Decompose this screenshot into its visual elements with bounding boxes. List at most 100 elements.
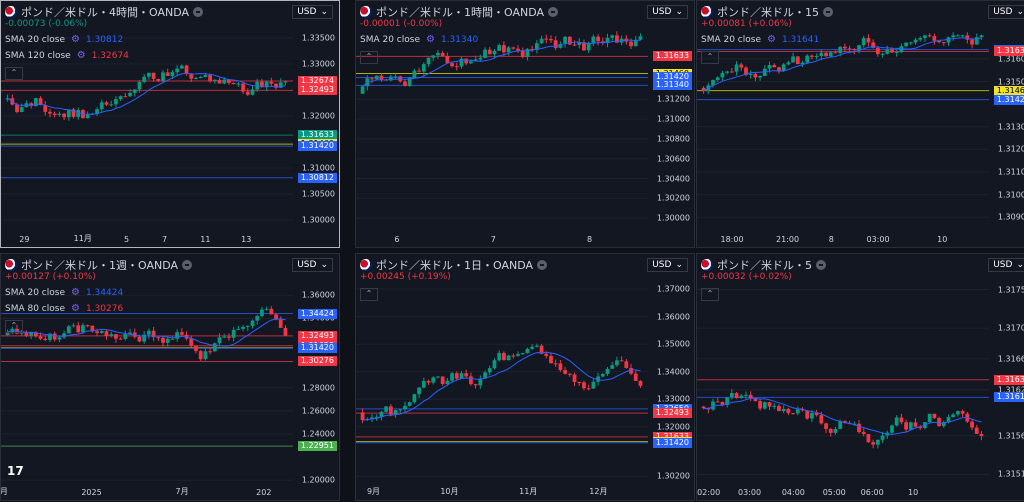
currency-dropdown[interactable]: USD ⌄ <box>647 258 688 272</box>
symbol-title[interactable]: ポンド／米ドル・1日・OANDA <box>376 259 534 272</box>
price-tag[interactable]: 1.31633 <box>993 374 1024 385</box>
chart-panel[interactable]: ポンド／米ドル・1日・OANDA +0.00245 (+0.19%) ⌃ USD ⌄ 1.… <box>355 253 695 501</box>
candle-body <box>426 57 431 65</box>
candle-body <box>170 338 175 340</box>
price-plot[interactable] <box>697 254 1024 501</box>
currency-dropdown[interactable]: USD ⌄ <box>292 5 333 19</box>
y-tick-label: 1.31510 <box>997 469 1024 479</box>
currency-label: USD <box>993 260 1013 270</box>
collapse-legend-button[interactable]: ⌃ <box>701 288 719 301</box>
collapse-legend-button[interactable]: ⌃ <box>5 67 23 80</box>
currency-dropdown[interactable]: USD ⌄ <box>647 5 688 19</box>
chart-header[interactable]: ポンド／米ドル・4時間・OANDA <box>5 4 204 20</box>
x-tick-label: 11月 <box>519 487 538 496</box>
candle-body <box>492 50 497 55</box>
candle-body <box>492 360 497 369</box>
visibility-icon[interactable] <box>182 260 193 270</box>
candle-body <box>549 39 553 41</box>
price-plot[interactable] <box>697 1 1024 248</box>
candle-body <box>970 421 974 428</box>
price-plot[interactable] <box>1 254 340 501</box>
chart-panel[interactable]: ポンド／米ドル・1週・OANDA +0.00127 (+0.10%) SMA 20 … <box>0 253 340 501</box>
settings-gear-icon[interactable]: ⚙ <box>767 34 776 45</box>
indicator-legend[interactable]: SMA 120 close ⚙ 1.32674 <box>5 50 129 61</box>
currency-label: USD <box>993 7 1013 17</box>
price-plot[interactable] <box>356 254 695 501</box>
chart-header[interactable]: ポンド／米ドル・1時間・OANDA <box>360 4 559 20</box>
visibility-icon[interactable] <box>548 7 559 17</box>
price-tag[interactable]: 1.30276 <box>297 356 337 367</box>
candle-body <box>260 81 264 88</box>
price-tag[interactable]: 1.31460 <box>993 85 1024 96</box>
settings-gear-icon[interactable]: ⚙ <box>71 303 80 314</box>
currency-dropdown[interactable]: USD ⌄ <box>988 258 1024 272</box>
candle-body <box>563 370 567 374</box>
price-tag[interactable]: 1.32493 <box>297 330 337 341</box>
price-plot[interactable] <box>356 1 695 248</box>
price-tag[interactable]: 1.31420 <box>652 437 692 448</box>
currency-dropdown[interactable]: USD ⌄ <box>988 5 1024 19</box>
visibility-icon[interactable] <box>823 7 833 17</box>
candle-body <box>278 82 283 88</box>
collapse-legend-button[interactable]: ⌃ <box>5 320 23 333</box>
candle-body <box>819 52 824 57</box>
chart-header[interactable]: ポンド／米ドル・1週・OANDA <box>5 257 193 273</box>
indicator-legend[interactable]: SMA 20 close ⚙ 1.31340 <box>360 34 478 45</box>
symbol-title[interactable]: ポンド／米ドル・15 <box>717 6 819 19</box>
indicator-legend[interactable]: SMA 20 close ⚙ 1.31641 <box>701 34 819 45</box>
visibility-icon[interactable] <box>816 260 826 270</box>
y-tick-label: 1.32000 <box>301 111 335 121</box>
settings-gear-icon[interactable]: ⚙ <box>426 34 435 45</box>
price-tag[interactable]: 1.31633 <box>297 130 337 141</box>
price-tag[interactable]: 1.31420 <box>297 141 337 152</box>
price-tag[interactable]: 1.34424 <box>297 308 337 319</box>
price-tag[interactable]: 1.31633 <box>652 51 692 62</box>
settings-gear-icon[interactable]: ⚙ <box>76 50 86 61</box>
visibility-icon[interactable] <box>537 260 548 270</box>
price-tag[interactable]: 1.31610 <box>993 392 1024 403</box>
price-tag[interactable]: 1.31633 <box>993 46 1024 57</box>
chart-panel[interactable]: ポンド／米ドル・15 +0.00081 (+0.06%) SMA 20 close ⚙… <box>696 0 1024 248</box>
price-plot[interactable] <box>1 1 340 248</box>
price-tag[interactable]: 1.31420 <box>652 72 692 83</box>
price-tag[interactable]: 1.22951 <box>297 441 337 452</box>
candle-body <box>374 416 379 418</box>
chart-panel[interactable]: ポンド／米ドル・4時間・OANDA -0.00073 (-0.06%) SMA 20… <box>0 0 340 248</box>
settings-gear-icon[interactable]: ⚙ <box>71 287 80 298</box>
indicator-legend[interactable]: SMA 80 close ⚙ 1.30276 <box>5 303 123 314</box>
price-tag[interactable]: 1.31420 <box>297 343 337 354</box>
symbol-title[interactable]: ポンド／米ドル・1時間・OANDA <box>376 6 545 19</box>
candle-body <box>412 394 417 403</box>
candle-body <box>753 73 758 78</box>
indicator-legend[interactable]: SMA 20 close ⚙ 1.34424 <box>5 287 123 298</box>
chart-header[interactable]: ポンド／米ドル・1日・OANDA <box>360 257 548 273</box>
candle-body <box>436 52 440 56</box>
price-tag[interactable]: 1.31340 <box>652 80 692 91</box>
symbol-title[interactable]: ポンド／米ドル・4時間・OANDA <box>21 6 190 19</box>
chart-header[interactable]: ポンド／米ドル・15 <box>701 4 833 20</box>
settings-gear-icon[interactable]: ⚙ <box>71 34 80 45</box>
chart-panel[interactable]: ポンド／米ドル・5+0.00032 (+0.02%) ⌃ USD⌄ 1.31750 1.… <box>696 253 1024 501</box>
candle-body <box>558 43 563 48</box>
symbol-title[interactable]: ポンド／米ドル・5 <box>717 259 812 272</box>
candle-body <box>95 331 99 334</box>
indicator-legend[interactable]: SMA 20 close ⚙ 1.30812 <box>5 34 123 45</box>
chart-panel[interactable]: ポンド／米ドル・1時間・OANDA -0.00001 (-0.00%) SMA 20… <box>355 0 695 248</box>
candle-body <box>974 427 979 434</box>
collapse-legend-button[interactable]: ⌃ <box>360 51 378 64</box>
chart-header[interactable]: ポンド／米ドル・5 <box>701 257 826 273</box>
sma-line <box>703 397 982 435</box>
currency-dropdown[interactable]: USD ⌄ <box>292 258 333 272</box>
price-tag[interactable]: 1.30812 <box>297 172 337 183</box>
price-tag[interactable]: 1.32493 <box>652 408 692 419</box>
collapse-legend-button[interactable]: ⌃ <box>701 51 719 64</box>
collapse-legend-button[interactable]: ⌃ <box>360 288 378 301</box>
candle-body <box>544 353 549 356</box>
visibility-icon[interactable] <box>193 7 204 17</box>
symbol-title[interactable]: ポンド／米ドル・1週・OANDA <box>21 259 179 272</box>
price-tag[interactable]: 1.31420 <box>993 94 1024 105</box>
candle-body <box>772 65 777 68</box>
tradingview-logo[interactable]: 17 <box>7 464 24 478</box>
price-tag[interactable]: 1.32674 <box>297 75 337 86</box>
price-tag[interactable]: 1.32493 <box>297 85 337 96</box>
